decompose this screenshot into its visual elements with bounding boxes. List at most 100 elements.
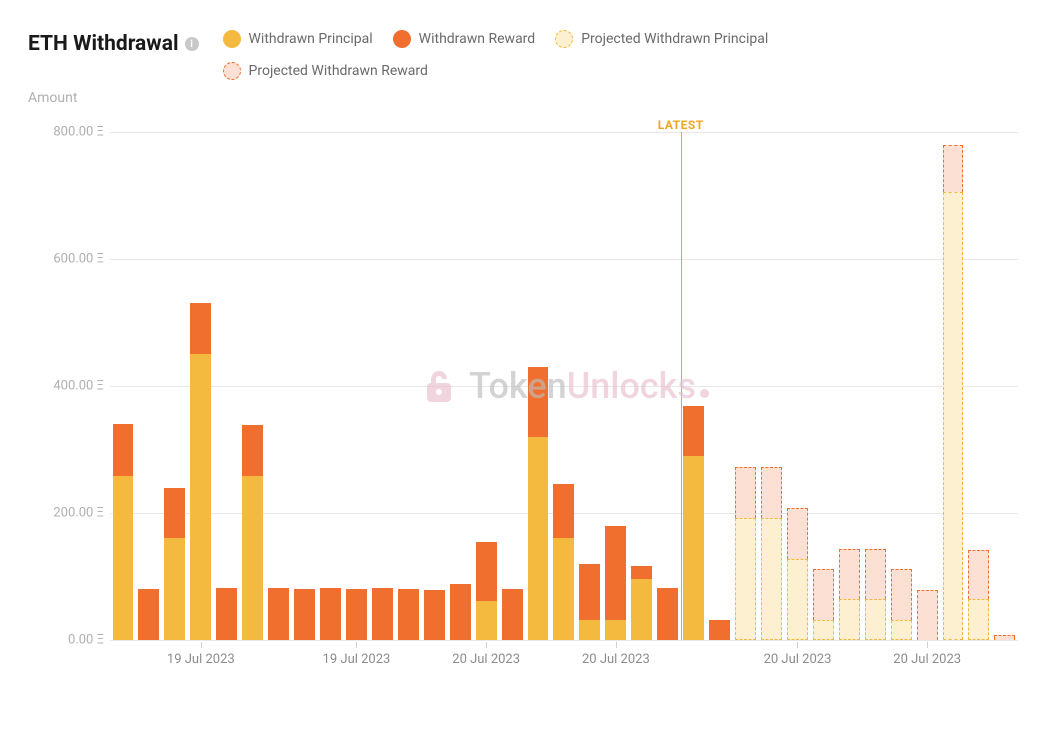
bar[interactable]	[810, 132, 836, 640]
legend-label: Withdrawn Reward	[419, 31, 536, 47]
y-tick-label: 800.00 Ξ	[40, 125, 104, 140]
bar[interactable]	[395, 132, 421, 640]
projected-reward-segment	[917, 590, 938, 640]
projected-reward-segment	[813, 569, 834, 620]
bar[interactable]	[655, 132, 681, 640]
projected-principal-segment	[787, 559, 808, 640]
projected-reward-segment	[968, 550, 989, 600]
principal-segment	[164, 538, 185, 640]
bar[interactable]	[992, 132, 1018, 640]
bar[interactable]	[421, 132, 447, 640]
projected-reward-segment	[761, 467, 782, 518]
y-tick-label: 400.00 Ξ	[40, 379, 104, 394]
bar[interactable]	[525, 132, 551, 640]
bar[interactable]	[784, 132, 810, 640]
bar[interactable]	[162, 132, 188, 640]
chart-title-text: ETH Withdrawal	[28, 32, 179, 56]
principal-segment	[683, 456, 704, 640]
bar[interactable]	[343, 132, 369, 640]
reward-segment	[424, 590, 445, 640]
principal-segment	[528, 437, 549, 640]
projected-reward-segment	[839, 549, 860, 600]
info-icon[interactable]: i	[185, 37, 199, 51]
projected-principal-segment	[813, 620, 834, 640]
x-tick-label: 20 Jul 2023	[764, 652, 832, 667]
reward-segment	[346, 589, 367, 640]
swatch-projected-reward	[223, 62, 241, 80]
legend: Withdrawn Principal Withdrawn Reward Pro…	[223, 30, 994, 80]
bar[interactable]	[214, 132, 240, 640]
reward-segment	[553, 484, 574, 538]
bar[interactable]	[292, 132, 318, 640]
projected-reward-segment	[735, 467, 756, 518]
principal-segment	[631, 579, 652, 640]
principal-segment	[113, 476, 134, 640]
swatch-reward	[393, 30, 411, 48]
reward-segment	[294, 589, 315, 640]
bar[interactable]	[862, 132, 888, 640]
bar[interactable]	[447, 132, 473, 640]
principal-segment	[190, 354, 211, 640]
latest-line	[681, 132, 682, 640]
reward-segment	[528, 367, 549, 437]
swatch-projected-principal	[555, 30, 573, 48]
bar[interactable]	[629, 132, 655, 640]
bar[interactable]	[110, 132, 136, 640]
y-tick-label: 0.00 Ξ	[40, 633, 104, 648]
bar[interactable]	[318, 132, 344, 640]
bars-container	[110, 132, 1018, 640]
x-tick-mark	[356, 642, 357, 648]
bar[interactable]	[603, 132, 629, 640]
reward-segment	[164, 488, 185, 539]
legend-item[interactable]: Projected Withdrawn Principal	[555, 30, 768, 48]
reward-segment	[398, 589, 419, 640]
bar[interactable]	[136, 132, 162, 640]
bar[interactable]	[551, 132, 577, 640]
legend-item[interactable]: Withdrawn Reward	[393, 30, 536, 48]
bar[interactable]	[733, 132, 759, 640]
bar[interactable]	[240, 132, 266, 640]
bar[interactable]	[473, 132, 499, 640]
projected-principal-segment	[968, 599, 989, 640]
projected-reward-segment	[865, 549, 886, 600]
projected-principal-segment	[761, 518, 782, 640]
reward-segment	[579, 564, 600, 620]
bar[interactable]	[836, 132, 862, 640]
x-tick-mark	[201, 642, 202, 648]
reward-segment	[605, 526, 626, 620]
x-tick-mark	[797, 642, 798, 648]
legend-item[interactable]: Projected Withdrawn Reward	[223, 62, 994, 80]
reward-segment	[372, 588, 393, 640]
legend-label: Withdrawn Principal	[249, 31, 373, 47]
bar[interactable]	[577, 132, 603, 640]
latest-label: LATEST	[658, 118, 704, 132]
bar[interactable]	[266, 132, 292, 640]
bar[interactable]	[914, 132, 940, 640]
x-tick-mark	[927, 642, 928, 648]
legend-item[interactable]: Withdrawn Principal	[223, 30, 373, 48]
x-axis: 19 Jul 202319 Jul 202320 Jul 202320 Jul …	[110, 642, 1018, 672]
bar[interactable]	[888, 132, 914, 640]
chart: TokenUnlocks 0.00 Ξ200.00 Ξ400.00 Ξ600.0…	[32, 132, 1022, 672]
plot-area: TokenUnlocks 0.00 Ξ200.00 Ξ400.00 Ξ600.0…	[110, 132, 1018, 640]
principal-segment	[605, 620, 626, 640]
reward-segment	[268, 588, 289, 640]
bar[interactable]	[966, 132, 992, 640]
swatch-principal	[223, 30, 241, 48]
projected-principal-segment	[865, 599, 886, 640]
x-tick-mark	[486, 642, 487, 648]
bar[interactable]	[681, 132, 707, 640]
bar[interactable]	[940, 132, 966, 640]
reward-segment	[657, 588, 678, 640]
principal-segment	[242, 476, 263, 640]
principal-segment	[553, 538, 574, 640]
legend-label: Projected Withdrawn Principal	[581, 31, 768, 47]
bar[interactable]	[499, 132, 525, 640]
bar[interactable]	[188, 132, 214, 640]
reward-segment	[320, 588, 341, 640]
bar[interactable]	[369, 132, 395, 640]
bar[interactable]	[758, 132, 784, 640]
bar[interactable]	[707, 132, 733, 640]
projected-reward-segment	[787, 508, 808, 559]
x-tick-label: 19 Jul 2023	[167, 652, 235, 667]
